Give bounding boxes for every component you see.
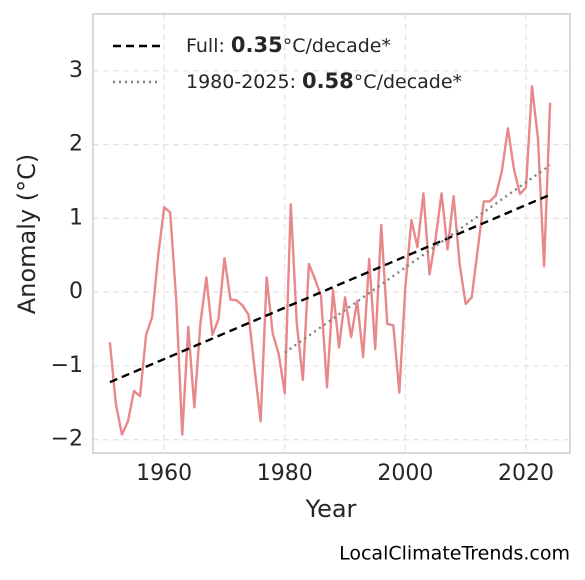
trend-line — [109, 193, 551, 384]
source: LocalClimateTrends.com — [339, 543, 570, 565]
legend-rate: 0.35 — [231, 33, 283, 57]
legend-text: 1980-2025: — [186, 71, 296, 93]
y-tick-label: 2 — [69, 132, 83, 157]
y-tick-label: 1 — [69, 205, 83, 230]
legend-text: Full: — [186, 35, 225, 57]
data-line — [108, 85, 552, 436]
x-tick-label: 2020 — [498, 461, 554, 486]
legend-label: Full: 0.35°C/decade* — [186, 33, 391, 57]
legend-unit: °C/decade* — [354, 71, 462, 93]
plot-frame — [92, 13, 571, 454]
legend-label: 1980-2025: 0.58°C/decade* — [186, 69, 462, 93]
legend-unit: °C/decade* — [283, 35, 391, 57]
y-tick-label: −2 — [51, 427, 83, 452]
y-tick-label: 3 — [69, 58, 83, 83]
x-axis-label: Year — [305, 495, 357, 523]
y-axis-label: Anomaly (°C) — [13, 154, 41, 314]
y-tick-label: −1 — [51, 353, 83, 378]
x-tick-label: 1960 — [136, 461, 192, 486]
y-tick-label: 0 — [69, 279, 83, 304]
trend-line — [284, 164, 551, 354]
x-tick-label: 1980 — [257, 461, 313, 486]
x-tick-label: 2000 — [377, 461, 433, 486]
legend-rate: 0.58 — [302, 69, 354, 93]
